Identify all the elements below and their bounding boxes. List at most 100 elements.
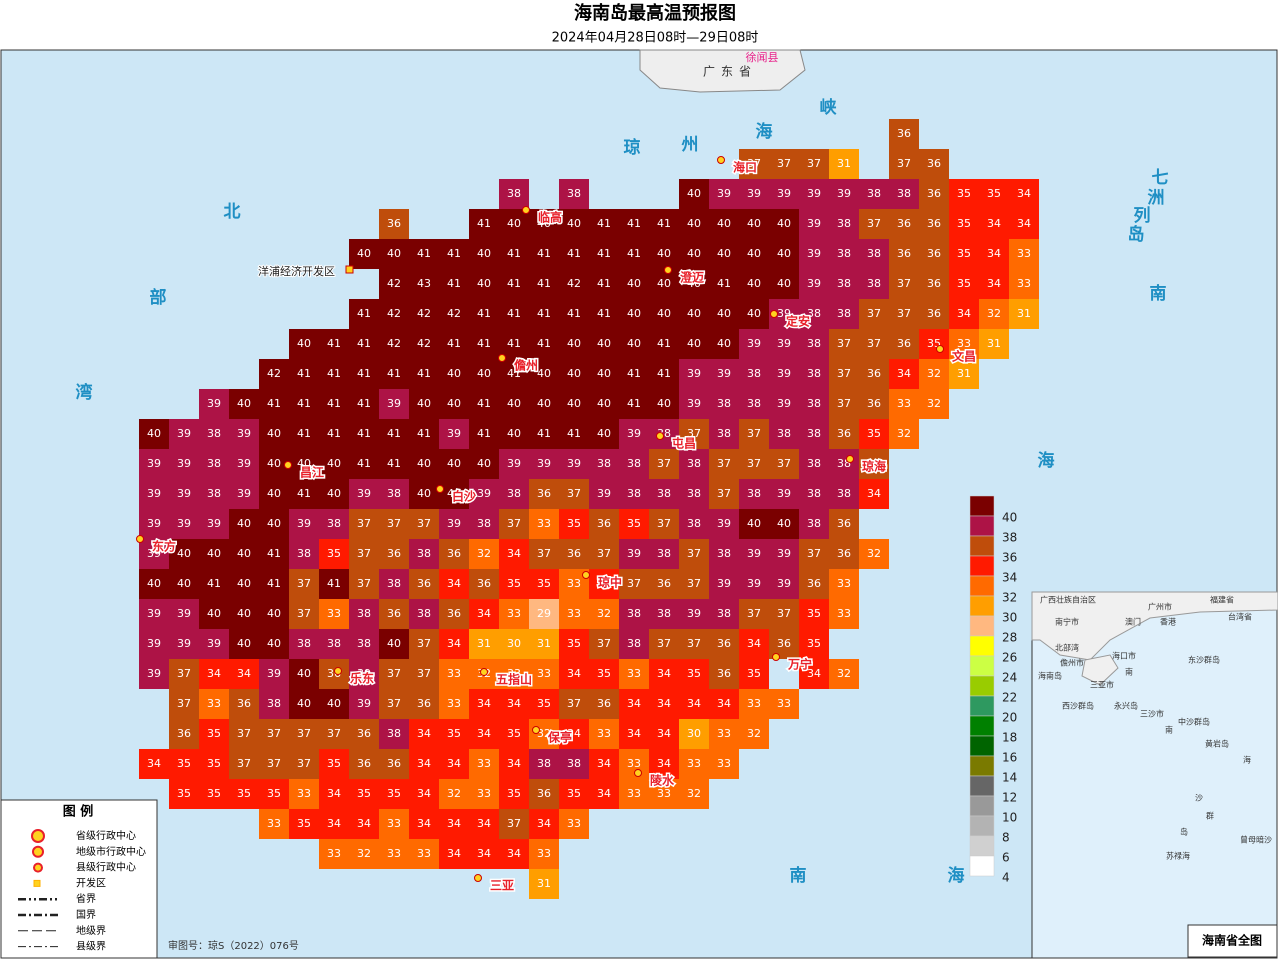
temp-cell bbox=[469, 539, 499, 569]
temp-cell bbox=[379, 689, 409, 719]
temp-cell bbox=[679, 269, 709, 299]
temp-cell bbox=[289, 809, 319, 839]
temp-cell bbox=[379, 809, 409, 839]
temp-value: 36 bbox=[837, 427, 851, 440]
temp-value: 33 bbox=[537, 667, 551, 680]
temp-value: 38 bbox=[657, 607, 671, 620]
temp-cell bbox=[529, 239, 559, 269]
temp-value: 37 bbox=[747, 427, 761, 440]
legend-symbol bbox=[31, 829, 45, 843]
temp-cell bbox=[859, 269, 889, 299]
temp-cell bbox=[919, 389, 949, 419]
temp-value: 39 bbox=[297, 517, 311, 530]
temp-cell bbox=[769, 389, 799, 419]
temp-value: 36 bbox=[807, 577, 821, 590]
temp-cell bbox=[679, 359, 709, 389]
temp-cell bbox=[379, 389, 409, 419]
temp-cell bbox=[499, 599, 529, 629]
temp-value: 37 bbox=[357, 547, 371, 560]
temp-cell bbox=[919, 149, 949, 179]
temp-value: 34 bbox=[447, 637, 461, 650]
temp-value: 36 bbox=[447, 547, 461, 560]
temp-value: 42 bbox=[387, 337, 401, 350]
temp-cell bbox=[649, 419, 679, 449]
temp-cell bbox=[259, 449, 289, 479]
temp-value: 40 bbox=[717, 307, 731, 320]
temp-value: 38 bbox=[207, 427, 221, 440]
temp-cell bbox=[949, 359, 979, 389]
temp-value: 40 bbox=[297, 667, 311, 680]
temp-value: 38 bbox=[837, 247, 851, 260]
temp-cell bbox=[679, 779, 709, 809]
temp-value: 40 bbox=[147, 577, 161, 590]
legend-symbol bbox=[33, 862, 43, 873]
temp-cell bbox=[379, 209, 409, 239]
temp-cell bbox=[589, 659, 619, 689]
inset-label: 广州市 bbox=[1148, 602, 1172, 612]
temp-cell bbox=[709, 749, 739, 779]
legend-box bbox=[0, 799, 158, 959]
temp-value: 39 bbox=[777, 187, 791, 200]
temp-value: 39 bbox=[237, 427, 251, 440]
temp-value: 38 bbox=[747, 397, 761, 410]
temp-value: 36 bbox=[237, 697, 251, 710]
colorbar-label: 28 bbox=[1002, 631, 1017, 645]
temp-cell bbox=[649, 509, 679, 539]
temp-cell bbox=[619, 659, 649, 689]
temp-value: 40 bbox=[627, 277, 641, 290]
temp-cell bbox=[349, 419, 379, 449]
temp-value: 33 bbox=[537, 517, 551, 530]
temp-cell bbox=[139, 539, 169, 569]
city-label: 三亚 bbox=[490, 879, 514, 893]
temp-value: 33 bbox=[537, 847, 551, 860]
temp-value: 35 bbox=[177, 787, 191, 800]
inset-label: 永兴岛 bbox=[1114, 701, 1138, 711]
temp-value: 41 bbox=[297, 427, 311, 440]
temp-value: 41 bbox=[597, 247, 611, 260]
temp-value: 39 bbox=[777, 547, 791, 560]
temp-value: 39 bbox=[177, 607, 191, 620]
temp-cell bbox=[169, 749, 199, 779]
temp-value: 34 bbox=[447, 757, 461, 770]
temp-cell bbox=[619, 629, 649, 659]
temp-value: 33 bbox=[267, 817, 281, 830]
temp-cell bbox=[199, 509, 229, 539]
sea-label: 南 bbox=[1150, 283, 1167, 304]
temp-value: 33 bbox=[507, 607, 521, 620]
temp-cell bbox=[589, 569, 619, 599]
temp-cell bbox=[409, 779, 439, 809]
temp-cell bbox=[799, 599, 829, 629]
title: 海南岛最高温预报图 bbox=[574, 2, 736, 24]
city-marker bbox=[436, 485, 444, 493]
temp-cell bbox=[439, 479, 469, 509]
temp-value: 34 bbox=[477, 817, 491, 830]
temp-value: 39 bbox=[687, 367, 701, 380]
temp-cell bbox=[499, 209, 529, 239]
temp-value: 31 bbox=[1017, 307, 1031, 320]
temp-value: 41 bbox=[567, 247, 581, 260]
temp-value: 39 bbox=[387, 397, 401, 410]
temp-cell bbox=[649, 479, 679, 509]
temp-value: 34 bbox=[687, 697, 701, 710]
temp-value: 34 bbox=[507, 757, 521, 770]
temp-value: 34 bbox=[477, 607, 491, 620]
temp-cell bbox=[379, 449, 409, 479]
city-label: 白沙 bbox=[452, 489, 476, 504]
temp-cell bbox=[349, 359, 379, 389]
temp-cell bbox=[319, 779, 349, 809]
dev-zone-label: 洋浦经济开发区 bbox=[258, 264, 335, 278]
temp-value: 39 bbox=[447, 517, 461, 530]
temp-value: 40 bbox=[777, 217, 791, 230]
temp-cell bbox=[199, 599, 229, 629]
temp-value: 40 bbox=[627, 307, 641, 320]
temp-cell bbox=[799, 479, 829, 509]
temp-cell bbox=[349, 599, 379, 629]
temp-value: 35 bbox=[957, 277, 971, 290]
temp-cell bbox=[349, 749, 379, 779]
temp-cell bbox=[199, 419, 229, 449]
temp-value: 31 bbox=[537, 637, 551, 650]
temp-value: 40 bbox=[387, 637, 401, 650]
temp-cell bbox=[199, 479, 229, 509]
temp-cell bbox=[499, 839, 529, 869]
temp-value: 41 bbox=[507, 367, 521, 380]
